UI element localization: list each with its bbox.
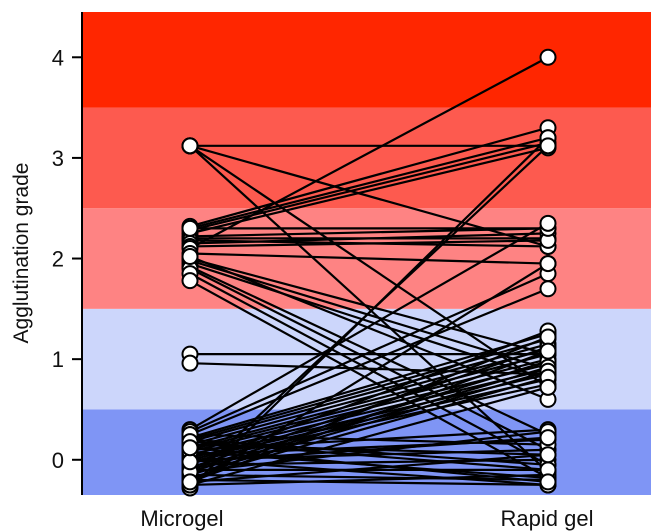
pair-line-34 bbox=[189, 358, 549, 451]
y-tick-label-1: 1 bbox=[52, 347, 64, 372]
pair-line-5 bbox=[189, 136, 549, 230]
point-microgel-68 bbox=[181, 453, 199, 471]
pair-line-4 bbox=[189, 126, 549, 228]
point-rapid-gel-51 bbox=[539, 137, 557, 155]
point-rapid-gel-14 bbox=[539, 48, 557, 66]
data-points bbox=[181, 48, 557, 497]
grade-band-4 bbox=[82, 12, 651, 108]
pair-line-22 bbox=[189, 279, 549, 479]
point-rapid-gel-28 bbox=[539, 280, 557, 298]
pair-line-16 bbox=[189, 257, 549, 356]
pair-line-33 bbox=[189, 353, 549, 449]
pair-line-63 bbox=[189, 430, 549, 473]
y-tick-label-3: 3 bbox=[52, 146, 64, 171]
pair-line-12 bbox=[189, 239, 549, 248]
pair-line-26 bbox=[189, 222, 549, 431]
pair-line-2 bbox=[189, 144, 549, 389]
point-microgel-22 bbox=[181, 272, 199, 290]
pair-line-3 bbox=[189, 145, 549, 473]
point-microgel-23 bbox=[181, 248, 199, 266]
pair-line-48 bbox=[189, 386, 549, 486]
grade-band-3 bbox=[82, 107, 651, 209]
pair-line-58 bbox=[189, 478, 549, 487]
pair-line-14 bbox=[189, 56, 549, 250]
point-microgel-67 bbox=[181, 473, 199, 491]
point-rapid-gel-69 bbox=[539, 473, 557, 491]
pair-line-36 bbox=[189, 368, 549, 456]
category-label-microgel: Microgel bbox=[140, 506, 223, 531]
pair-line-69 bbox=[189, 446, 549, 484]
point-microgel-69 bbox=[181, 439, 199, 457]
point-microgel-25 bbox=[181, 354, 199, 372]
y-tick-label-0: 0 bbox=[52, 448, 64, 473]
pair-line-65 bbox=[189, 433, 549, 446]
pair-line-7 bbox=[189, 146, 549, 235]
pair-line-8 bbox=[189, 227, 549, 238]
pair-line-40 bbox=[189, 329, 549, 466]
pair-line-47 bbox=[189, 350, 549, 483]
point-rapid-gel-50 bbox=[539, 255, 557, 273]
point-rapid-gel-46 bbox=[539, 328, 557, 346]
pair-line-50 bbox=[189, 262, 549, 486]
pair-line-29 bbox=[189, 332, 549, 439]
pair-line-57 bbox=[189, 473, 549, 482]
point-rapid-gel-47 bbox=[539, 342, 557, 360]
pair-line-67 bbox=[189, 453, 549, 484]
pair-line-23 bbox=[189, 255, 549, 401]
y-tick-label-4: 4 bbox=[52, 45, 64, 70]
point-microgel-3 bbox=[181, 137, 199, 155]
pair-line-20 bbox=[189, 267, 549, 451]
point-microgel-13 bbox=[181, 219, 199, 237]
pair-line-68 bbox=[189, 436, 549, 463]
pair-line-11 bbox=[189, 232, 549, 245]
point-rapid-gel-26 bbox=[539, 214, 557, 232]
point-rapid-gel-48 bbox=[539, 378, 557, 396]
point-rapid-gel-67 bbox=[539, 446, 557, 464]
y-axis-title: Agglutination grade bbox=[10, 163, 33, 344]
pair-line-15 bbox=[189, 252, 549, 265]
pair-line-62 bbox=[189, 458, 549, 487]
point-rapid-gel-68 bbox=[539, 429, 557, 447]
y-axis-ticks: 0 1 2 3 4 bbox=[52, 45, 82, 473]
pair-line-19 bbox=[189, 265, 549, 436]
category-label-rapid-gel: Rapid gel bbox=[501, 506, 594, 531]
y-tick-label-2: 2 bbox=[52, 247, 64, 272]
paired-lines bbox=[189, 56, 549, 489]
pair-line-66 bbox=[189, 440, 549, 471]
pair-line-51 bbox=[189, 145, 549, 481]
pair-line-28 bbox=[189, 287, 549, 436]
